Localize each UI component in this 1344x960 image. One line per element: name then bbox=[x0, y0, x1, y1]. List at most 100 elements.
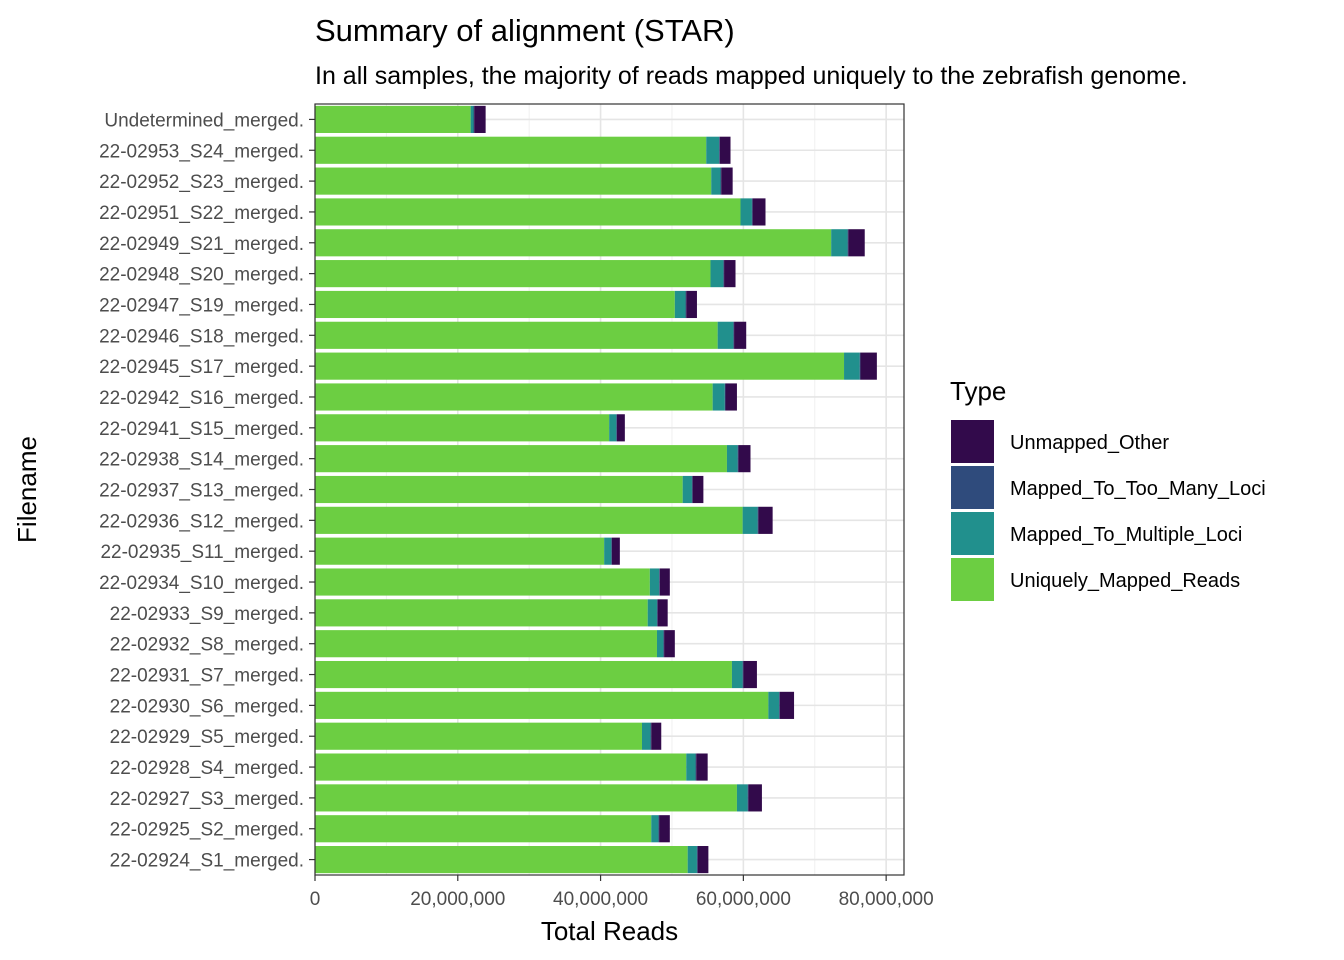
bar-segment-mapped-to-too-many-loci bbox=[848, 229, 849, 256]
x-tick-label: 0 bbox=[310, 889, 321, 910]
bar-segment-unmapped-other bbox=[738, 445, 750, 472]
bar-segment-mapped-to-too-many-loci bbox=[692, 476, 693, 503]
bar-segment-uniquely-mapped-reads bbox=[315, 168, 711, 195]
legend-label: Mapped_To_Multiple_Loci bbox=[1010, 524, 1242, 546]
legend-label: Unmapped_Other bbox=[1010, 432, 1169, 454]
bar-segment-uniquely-mapped-reads bbox=[315, 723, 642, 750]
y-tick-label: 22-02947_S19_merged. bbox=[99, 295, 304, 316]
bar-segment-unmapped-other bbox=[758, 507, 772, 534]
y-tick-label: 22-02934_S10_merged. bbox=[99, 573, 304, 594]
bar-segment-unmapped-other bbox=[660, 568, 670, 595]
bar-segment-unmapped-other bbox=[743, 661, 757, 688]
y-tick-label: 22-02933_S9_merged. bbox=[110, 604, 304, 625]
y-tick-label: 22-02937_S13_merged. bbox=[99, 481, 304, 502]
y-tick-label: 22-02948_S20_merged. bbox=[99, 265, 304, 286]
bar-segment-mapped-to-multiple-loci bbox=[675, 291, 686, 318]
bar-segment-unmapped-other bbox=[780, 692, 794, 719]
bar-segment-mapped-to-multiple-loci bbox=[686, 753, 695, 780]
chart-title: Summary of alignment (STAR) bbox=[315, 13, 735, 48]
bar-segment-unmapped-other bbox=[734, 322, 746, 349]
bar-segment-uniquely-mapped-reads bbox=[315, 815, 651, 842]
bar-segment-mapped-to-too-many-loci bbox=[721, 168, 722, 195]
bar-segment-uniquely-mapped-reads bbox=[315, 692, 768, 719]
bar-segment-mapped-to-too-many-loci bbox=[733, 322, 734, 349]
bar-segment-uniquely-mapped-reads bbox=[315, 322, 718, 349]
bar-segment-unmapped-other bbox=[721, 168, 732, 195]
bar-segment-mapped-to-too-many-loci bbox=[719, 137, 720, 164]
bar-segment-mapped-to-too-many-loci bbox=[651, 723, 652, 750]
y-tick-label: 22-02945_S17_merged. bbox=[99, 357, 304, 378]
y-axis: 22-02924_S1_merged.22-02925_S2_merged.22… bbox=[99, 110, 315, 871]
bar-segment-unmapped-other bbox=[726, 383, 737, 410]
bar-segment-uniquely-mapped-reads bbox=[315, 476, 683, 503]
bar-segment-mapped-to-multiple-loci bbox=[609, 414, 616, 441]
bar-segment-uniquely-mapped-reads bbox=[315, 291, 675, 318]
y-tick-label: 22-02931_S7_merged. bbox=[110, 666, 304, 687]
x-tick-label: 80,000,000 bbox=[839, 889, 934, 910]
bar-segment-unmapped-other bbox=[658, 599, 668, 626]
bar-segment-mapped-to-too-many-loci bbox=[860, 353, 861, 380]
y-axis-title: Filename bbox=[12, 436, 42, 543]
x-tick-label: 40,000,000 bbox=[553, 889, 648, 910]
y-tick-label: 22-02949_S21_merged. bbox=[99, 234, 304, 255]
bar-segment-unmapped-other bbox=[693, 476, 704, 503]
bar-segment-mapped-to-multiple-loci bbox=[844, 353, 860, 380]
bar-segment-unmapped-other bbox=[651, 723, 661, 750]
y-tick-label: 22-02942_S16_merged. bbox=[99, 388, 304, 409]
y-tick-label: 22-02953_S24_merged. bbox=[99, 141, 304, 162]
legend-key bbox=[951, 466, 994, 509]
bar-segment-uniquely-mapped-reads bbox=[315, 353, 844, 380]
bar-segment-uniquely-mapped-reads bbox=[315, 846, 688, 873]
y-tick-label: 22-02927_S3_merged. bbox=[110, 789, 304, 810]
bar-segment-uniquely-mapped-reads bbox=[315, 198, 741, 225]
bar-segment-mapped-to-multiple-loci bbox=[718, 322, 734, 349]
bar-segment-unmapped-other bbox=[659, 815, 670, 842]
bar-segment-mapped-to-too-many-loci bbox=[611, 538, 612, 565]
bar-segment-mapped-to-multiple-loci bbox=[732, 661, 743, 688]
x-axis: 0 20,000,000 40,000,000 60,000,000 80,000,00… bbox=[310, 875, 934, 910]
legend-key bbox=[951, 512, 994, 555]
bar-segment-unmapped-other bbox=[474, 106, 485, 133]
bar-segment-mapped-to-multiple-loci bbox=[683, 476, 692, 503]
bar-segment-unmapped-other bbox=[696, 753, 707, 780]
bar-segment-mapped-to-too-many-loci bbox=[657, 599, 658, 626]
y-tick-label: 22-02951_S22_merged. bbox=[99, 203, 304, 224]
legend-key bbox=[951, 558, 994, 601]
y-tick-label: 22-02941_S15_merged. bbox=[99, 419, 304, 440]
bar-segment-mapped-to-too-many-loci bbox=[697, 846, 698, 873]
legend-title: Type bbox=[950, 376, 1006, 406]
bar-segment-unmapped-other bbox=[617, 414, 625, 441]
y-tick-label: 22-02952_S23_merged. bbox=[99, 172, 304, 193]
legend-key bbox=[951, 420, 994, 463]
bar-segment-mapped-to-multiple-loci bbox=[741, 198, 752, 225]
bar-segment-mapped-to-multiple-loci bbox=[650, 568, 659, 595]
bar-segment-mapped-to-multiple-loci bbox=[831, 229, 847, 256]
bar-segment-mapped-to-multiple-loci bbox=[743, 507, 758, 534]
bar-segment-mapped-to-multiple-loci bbox=[471, 106, 474, 133]
y-tick-label: 22-02930_S6_merged. bbox=[110, 696, 304, 717]
y-tick-label: 22-02938_S14_merged. bbox=[99, 450, 304, 471]
bar-segment-mapped-to-too-many-loci bbox=[686, 291, 687, 318]
y-tick-label: 22-02946_S18_merged. bbox=[99, 326, 304, 347]
y-tick-label: 22-02932_S8_merged. bbox=[110, 635, 304, 656]
bar-segment-mapped-to-too-many-loci bbox=[473, 106, 474, 133]
bar-segment-mapped-to-too-many-loci bbox=[663, 630, 664, 657]
bar-segment-mapped-to-multiple-loci bbox=[713, 383, 725, 410]
bar-segment-uniquely-mapped-reads bbox=[315, 599, 648, 626]
bar-segment-uniquely-mapped-reads bbox=[315, 538, 604, 565]
bar-segment-uniquely-mapped-reads bbox=[315, 260, 711, 287]
bar-segment-uniquely-mapped-reads bbox=[315, 445, 727, 472]
bar-segment-mapped-to-too-many-loci bbox=[779, 692, 780, 719]
chart-subtitle: In all samples, the majority of reads ma… bbox=[315, 62, 1188, 90]
legend: Type Unmapped_Other Mapped_To_Too_Many_Lo… bbox=[950, 376, 1266, 601]
bar-segment-mapped-to-multiple-loci bbox=[737, 784, 748, 811]
bar-segment-mapped-to-too-many-loci bbox=[752, 198, 753, 225]
bar-segment-uniquely-mapped-reads bbox=[315, 661, 732, 688]
bar-segment-uniquely-mapped-reads bbox=[315, 507, 743, 534]
bar-segment-mapped-to-too-many-loci bbox=[725, 383, 726, 410]
x-tick-label: 20,000,000 bbox=[410, 889, 505, 910]
bar-segment-unmapped-other bbox=[720, 137, 731, 164]
y-tick-label: 22-02925_S2_merged. bbox=[110, 820, 304, 841]
bar-segment-mapped-to-multiple-loci bbox=[711, 260, 724, 287]
